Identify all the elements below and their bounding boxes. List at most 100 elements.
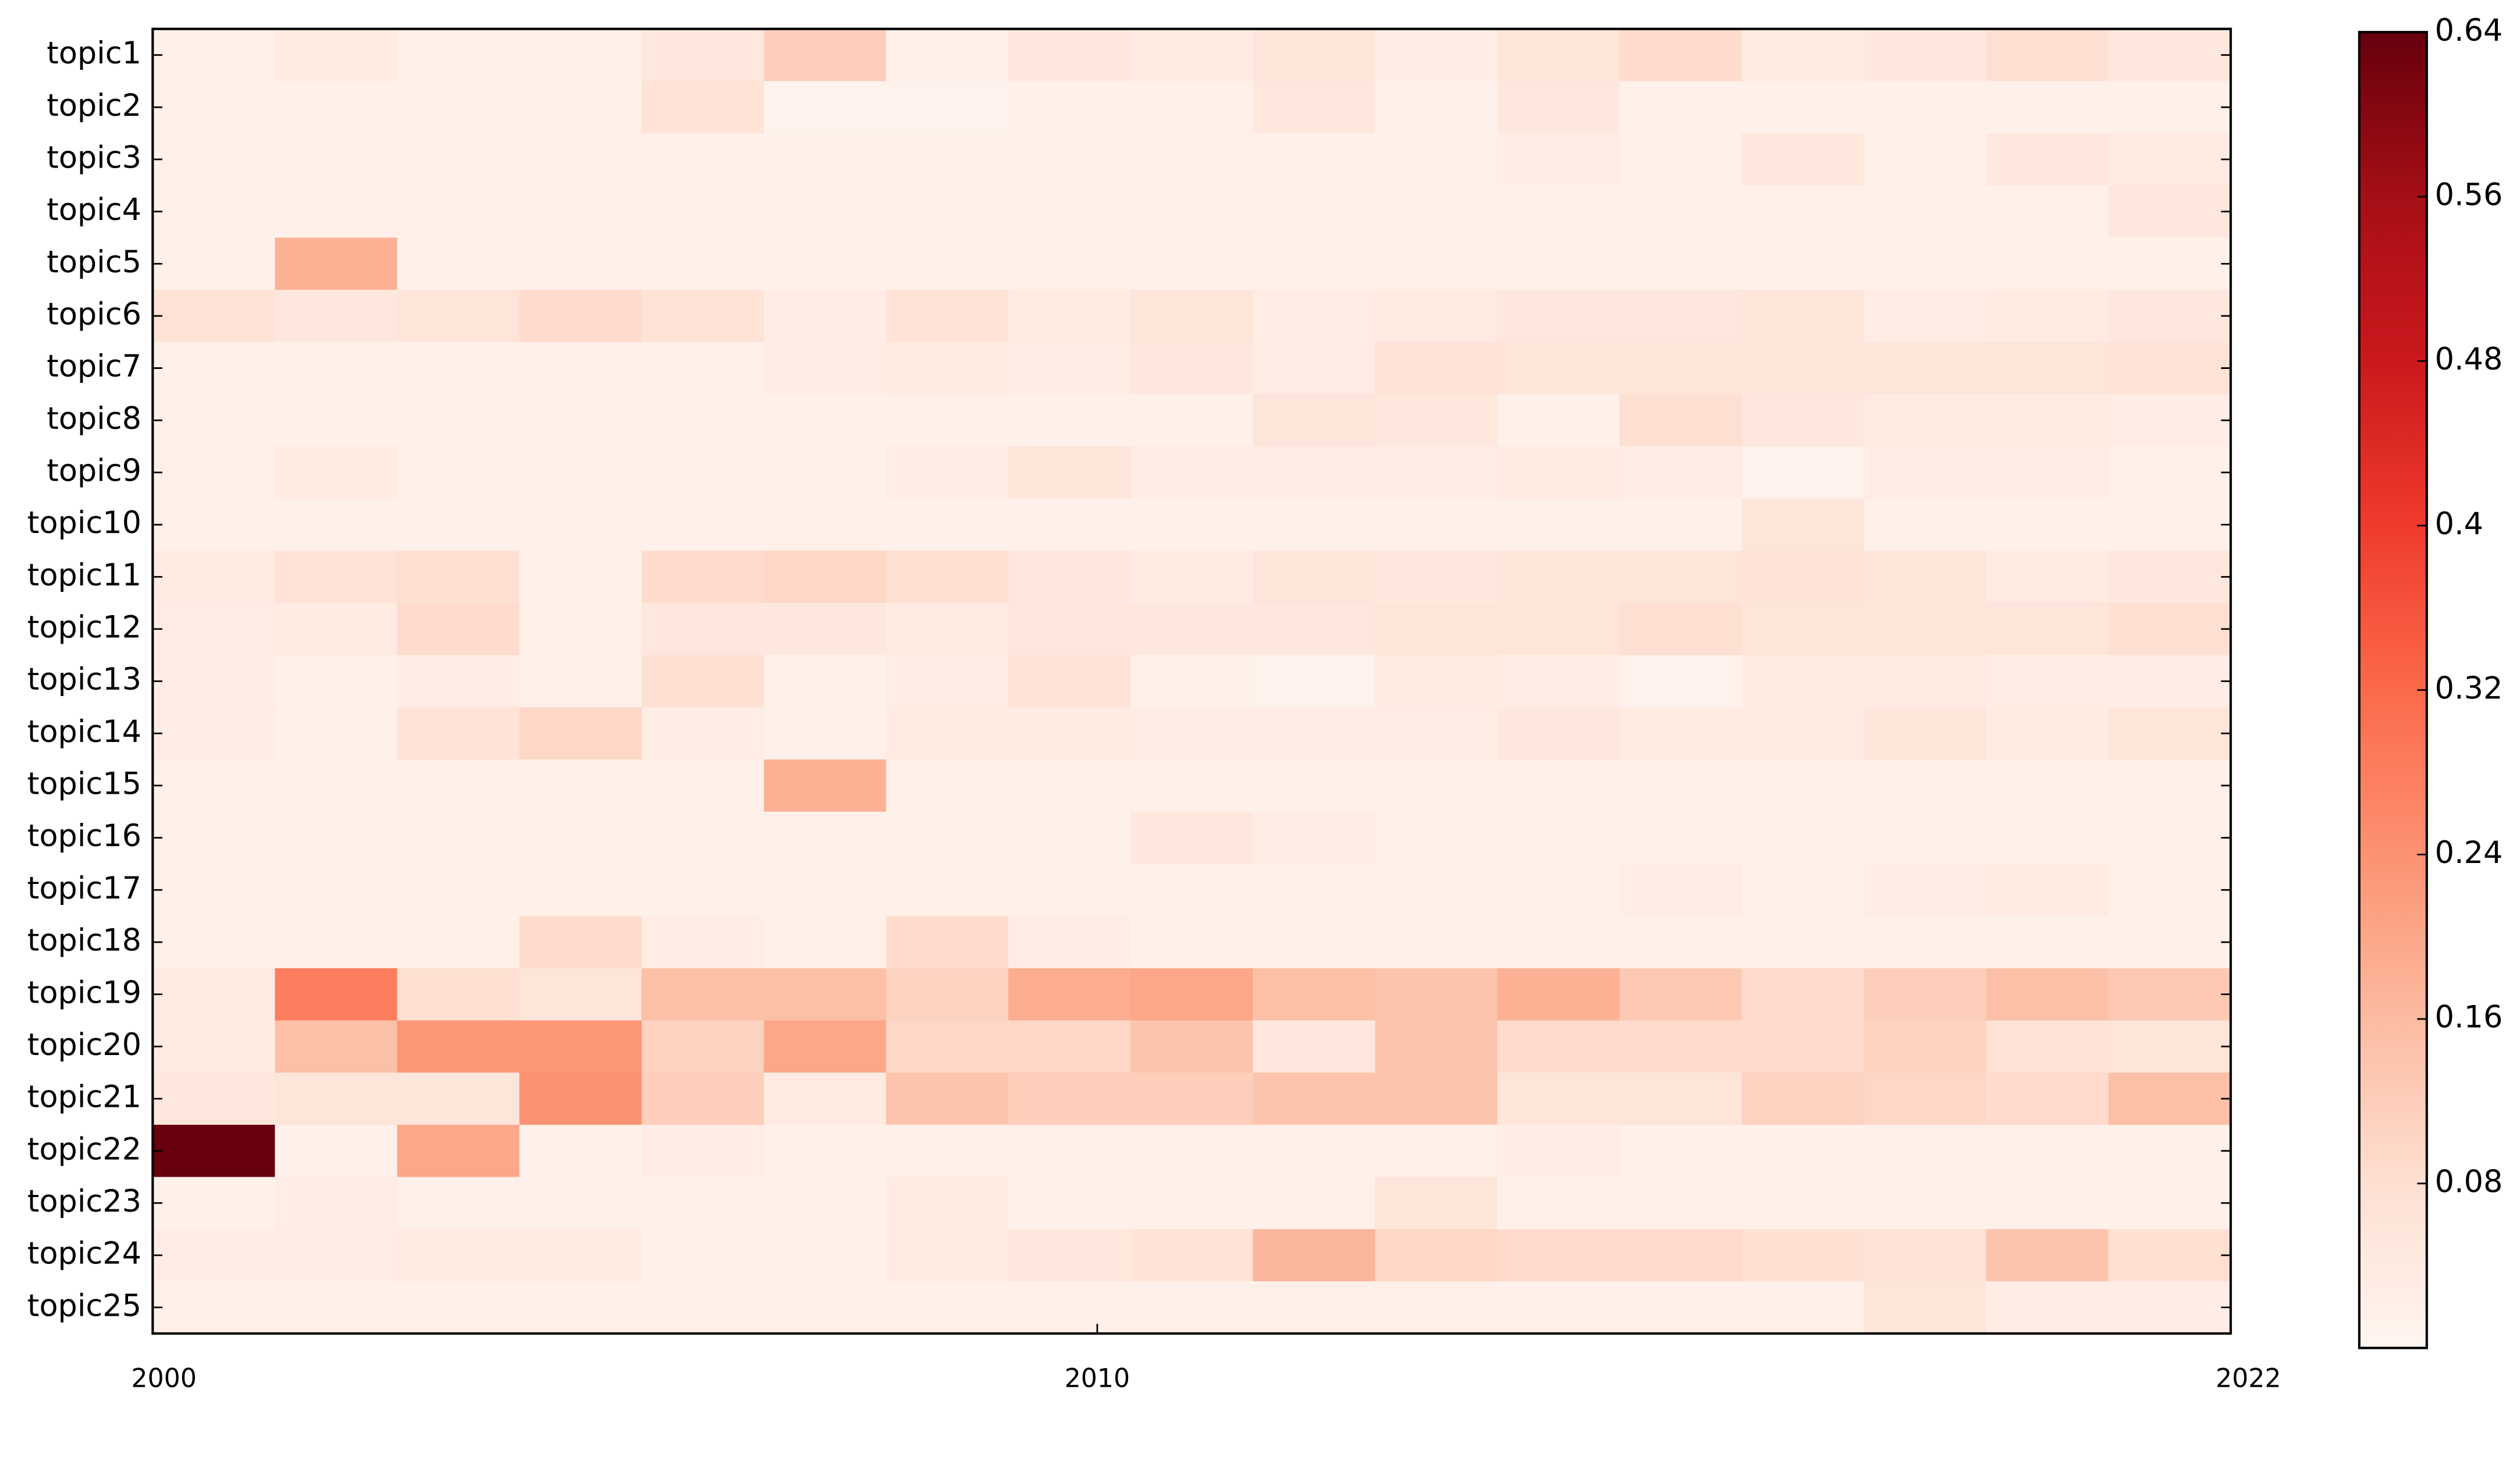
heat-cell bbox=[2108, 1281, 2232, 1334]
heat-cell bbox=[1130, 916, 1254, 970]
heat-cell bbox=[1742, 81, 1865, 134]
heat-cell bbox=[1864, 759, 1987, 813]
heat-cell bbox=[1008, 916, 1132, 970]
heat-cell bbox=[1497, 1124, 1621, 1178]
heat-cell bbox=[1130, 394, 1254, 448]
heat-cell bbox=[2108, 811, 2232, 865]
heat-cell bbox=[1619, 185, 1743, 239]
heat-cell bbox=[1375, 133, 1498, 187]
heat-cell bbox=[1253, 81, 1376, 134]
heat-cell bbox=[2108, 551, 2232, 604]
heat-cell bbox=[1742, 1229, 1865, 1283]
heat-cell bbox=[1008, 1281, 1132, 1334]
heat-cell bbox=[1375, 811, 1498, 865]
heat-cell bbox=[1130, 342, 1254, 395]
heat-cell bbox=[764, 655, 887, 708]
y-tick-label: topic17 bbox=[27, 871, 141, 906]
heat-cell bbox=[1375, 1020, 1498, 1074]
heat-cell bbox=[1497, 1073, 1621, 1126]
heat-cell bbox=[1619, 446, 1743, 500]
heat-cell bbox=[2108, 1177, 2232, 1230]
heat-cell bbox=[1375, 1177, 1498, 1230]
heat-cell bbox=[764, 1177, 887, 1230]
heat-cell bbox=[886, 1281, 1009, 1334]
heat-cell bbox=[1986, 446, 2110, 500]
heat-cell bbox=[1497, 342, 1621, 395]
heat-cell bbox=[153, 342, 276, 395]
heat-cell bbox=[1253, 498, 1376, 552]
heat-cell bbox=[1008, 707, 1132, 761]
heat-cell bbox=[519, 864, 643, 917]
heat-cell bbox=[1008, 81, 1132, 134]
heat-cell bbox=[397, 1020, 520, 1074]
heat-cell bbox=[2108, 1229, 2232, 1283]
y-tick-label: topic15 bbox=[27, 766, 141, 802]
heat-cell bbox=[275, 1124, 398, 1178]
heat-cell bbox=[153, 290, 276, 343]
heat-cell bbox=[1742, 916, 1865, 970]
heat-cell bbox=[1253, 864, 1376, 917]
heat-cell bbox=[886, 1020, 1009, 1074]
heat-cell bbox=[397, 498, 520, 552]
heat-cell bbox=[1375, 864, 1498, 917]
heat-cell bbox=[2108, 133, 2232, 187]
heat-cell bbox=[519, 133, 643, 187]
y-tick-label: topic22 bbox=[27, 1131, 141, 1167]
heat-cell bbox=[397, 603, 520, 656]
heat-cell bbox=[519, 655, 643, 708]
heat-cell bbox=[397, 446, 520, 500]
heat-cell bbox=[1253, 1229, 1376, 1283]
heat-cell bbox=[275, 1229, 398, 1283]
heat-cell bbox=[1375, 603, 1498, 656]
heat-cell bbox=[1253, 1073, 1376, 1126]
heat-cell bbox=[1008, 1177, 1132, 1230]
heat-cell bbox=[886, 394, 1009, 448]
heat-cell bbox=[2108, 29, 2232, 82]
heat-cell bbox=[641, 603, 765, 656]
colorbar-tick-label: 0.16 bbox=[2435, 1000, 2503, 1035]
heat-cell bbox=[1253, 290, 1376, 343]
heat-cell bbox=[1742, 498, 1865, 552]
y-tick-label: topic18 bbox=[27, 923, 141, 958]
heat-cell bbox=[1497, 185, 1621, 239]
heat-cell bbox=[153, 1124, 276, 1178]
heat-cell bbox=[641, 707, 765, 761]
heat-cell bbox=[519, 1020, 643, 1074]
heat-cell bbox=[1497, 29, 1621, 82]
y-tick-label: topic9 bbox=[47, 453, 141, 489]
colorbar bbox=[2358, 31, 2428, 1350]
heat-cell bbox=[886, 133, 1009, 187]
heat-cell bbox=[2108, 290, 2232, 343]
heat-cell bbox=[1497, 498, 1621, 552]
heat-cell bbox=[275, 864, 398, 917]
heat-cell bbox=[1375, 1229, 1498, 1283]
heat-cell bbox=[275, 655, 398, 708]
heat-cell bbox=[1253, 811, 1376, 865]
heat-cell bbox=[1864, 133, 1987, 187]
heat-cell bbox=[1986, 811, 2110, 865]
heat-cell bbox=[397, 811, 520, 865]
heat-cell bbox=[397, 1229, 520, 1283]
y-tick-label: topic14 bbox=[27, 714, 141, 750]
heat-cell bbox=[1008, 551, 1132, 604]
heat-cell bbox=[641, 29, 765, 82]
heat-cell bbox=[1008, 1124, 1132, 1178]
heat-cell bbox=[1986, 1020, 2110, 1074]
heat-cell bbox=[153, 811, 276, 865]
heat-cell bbox=[275, 290, 398, 343]
heat-cell bbox=[2108, 603, 2232, 656]
heat-cell bbox=[1497, 551, 1621, 604]
heat-cell bbox=[1253, 759, 1376, 813]
heat-cell bbox=[1497, 1020, 1621, 1074]
heat-cell bbox=[275, 1020, 398, 1074]
heat-cell bbox=[519, 1229, 643, 1283]
heat-cell bbox=[1986, 498, 2110, 552]
y-tick-label: topic24 bbox=[27, 1236, 141, 1272]
heat-cell bbox=[1497, 759, 1621, 813]
heat-cell bbox=[1008, 811, 1132, 865]
heat-cell bbox=[886, 916, 1009, 970]
heat-cell bbox=[886, 446, 1009, 500]
heat-cell bbox=[153, 1177, 276, 1230]
heat-cell bbox=[519, 603, 643, 656]
heat-cell bbox=[1253, 342, 1376, 395]
